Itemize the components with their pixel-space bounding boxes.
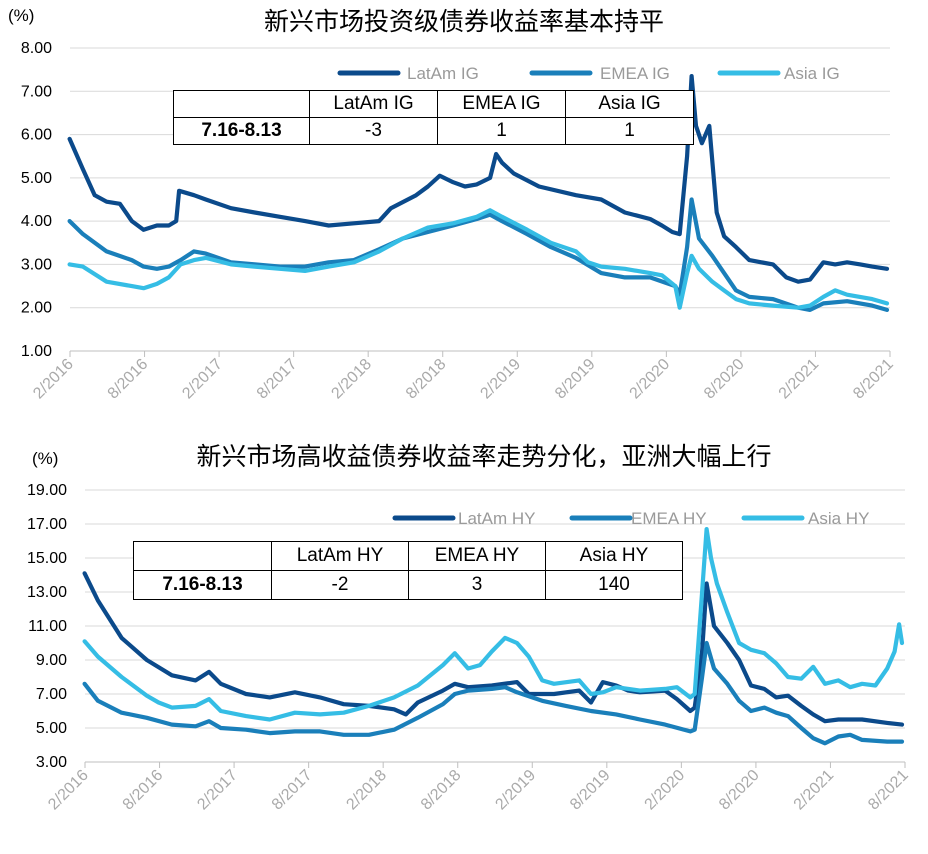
table-header-cell — [133, 541, 272, 571]
hy-chart-svg: 3.00 5.00 7.00 9.00 11.00 13.00 15.00 17.00 19.0… — [27, 482, 912, 814]
x-tick-label: 2/2019 — [492, 767, 539, 814]
y-tick-label: 11.00 — [28, 618, 67, 635]
legend-label: Asia IG — [784, 64, 840, 83]
legend-label: Asia HY — [808, 509, 869, 528]
x-tick-label: 8/2021 — [865, 767, 912, 814]
legend-label: LatAm HY — [458, 509, 535, 528]
y-tick-label: 3.00 — [21, 256, 52, 273]
chart-title: 新兴市场高收益债券收益率走势分化，亚洲大幅上行 — [196, 442, 772, 471]
y-tick-label: 17.00 — [27, 516, 67, 533]
table-cell: 1 — [565, 117, 694, 145]
y-axis-unit: (%) — [32, 449, 59, 468]
x-tick-label: 2/2017 — [194, 767, 241, 814]
x-tick-label: 8/2017 — [269, 767, 316, 814]
table-row: 7.16-8.13 -2 3 140 — [133, 570, 683, 600]
y-tick-label: 4.00 — [21, 213, 52, 230]
table-header-cell: LatAm HY — [271, 541, 409, 571]
table-header-cell: EMEA IG — [437, 90, 566, 118]
chart-title: 新兴市场投资级债券收益率基本持平 — [263, 7, 664, 36]
y-tick-label: 15.00 — [27, 550, 67, 567]
series-line-latam — [82, 571, 905, 727]
ig-chart-svg: 1.00 2.00 3.00 4.00 5.00 6.00 7.00 8.00 2/2016 8/… — [21, 40, 897, 403]
table-header-cell: LatAm IG — [309, 90, 438, 118]
x-tick-label: 2/2021 — [776, 356, 823, 403]
table-cell: -3 — [309, 117, 438, 145]
x-tick-label: 2/2016 — [45, 767, 92, 814]
x-tick-label: 2/2021 — [791, 767, 838, 814]
table-cell: 140 — [545, 570, 683, 600]
series-line-asia — [67, 208, 890, 310]
legend-label: EMEA IG — [600, 64, 670, 83]
y-tick-label: 3.00 — [36, 754, 67, 771]
table-header-cell: EMEA HY — [408, 541, 546, 571]
table-period-cell: 7.16-8.13 — [133, 570, 272, 600]
x-tick-label: 8/2016 — [120, 767, 167, 814]
y-tick-label: 1.00 — [21, 343, 52, 360]
ig-summary-table: LatAm IG EMEA IG Asia IG 7.16-8.13 -3 1 … — [173, 90, 694, 145]
x-tick-label: 8/2019 — [567, 767, 614, 814]
hy-summary-table: LatAm HY EMEA HY Asia HY 7.16-8.13 -2 3 … — [133, 541, 683, 600]
y-axis-unit: (%) — [8, 6, 35, 25]
y-tick-label: 6.00 — [21, 127, 52, 144]
table-cell: 1 — [437, 117, 566, 145]
x-tick-label: 2/2020 — [642, 767, 689, 814]
table-header-cell: Asia IG — [565, 90, 694, 118]
legend-label: LatAm IG — [407, 64, 479, 83]
x-tick-label: 2/2017 — [179, 356, 226, 403]
y-tick-label: 9.00 — [36, 652, 67, 669]
x-tick-label: 2/2016 — [30, 356, 77, 403]
y-tick-label: 2.00 — [21, 300, 52, 317]
y-tick-label: 5.00 — [21, 170, 52, 187]
table-header-cell — [173, 90, 310, 118]
table-period-cell: 7.16-8.13 — [173, 117, 310, 145]
y-tick-label: 5.00 — [36, 720, 67, 737]
series-line-latam — [67, 74, 890, 284]
y-tick-label: 7.00 — [36, 686, 67, 703]
series-line-emea — [82, 640, 905, 746]
table-header-row: LatAm IG EMEA IG Asia IG — [173, 90, 694, 118]
x-tick-label: 2/2018 — [343, 767, 390, 814]
x-tick-label: 2/2018 — [328, 356, 375, 403]
x-tick-label: 8/2018 — [403, 356, 450, 403]
x-tick-label: 8/2020 — [716, 767, 763, 814]
table-cell: -2 — [271, 570, 409, 600]
series-line-asia — [82, 527, 905, 722]
x-tick-label: 2/2020 — [627, 356, 674, 403]
y-tick-label: 13.00 — [27, 584, 67, 601]
x-tick-label: 8/2018 — [418, 767, 465, 814]
x-tick-label: 8/2020 — [701, 356, 748, 403]
x-tick-label: 8/2016 — [105, 356, 152, 403]
hy-chart-panel: 3.00 5.00 7.00 9.00 11.00 13.00 15.00 17.00 19.0… — [0, 427, 928, 854]
y-tick-label: 8.00 — [21, 40, 52, 57]
table-row: 7.16-8.13 -3 1 1 — [173, 117, 694, 145]
table-header-row: LatAm HY EMEA HY Asia HY — [133, 541, 683, 571]
x-tick-label: 8/2019 — [552, 356, 599, 403]
ig-chart-panel: 1.00 2.00 3.00 4.00 5.00 6.00 7.00 8.00 2/2016 8/… — [8, 6, 897, 403]
table-cell: 3 — [408, 570, 546, 600]
y-tick-label: 19.00 — [27, 482, 67, 499]
y-tick-label: 7.00 — [21, 83, 52, 100]
x-tick-label: 8/2021 — [850, 356, 897, 403]
x-tick-label: 8/2017 — [254, 356, 301, 403]
x-tick-label: 2/2019 — [477, 356, 524, 403]
table-header-cell: Asia HY — [545, 541, 683, 571]
series-line-emea — [67, 197, 890, 312]
legend-label: EMEA HY — [631, 509, 707, 528]
